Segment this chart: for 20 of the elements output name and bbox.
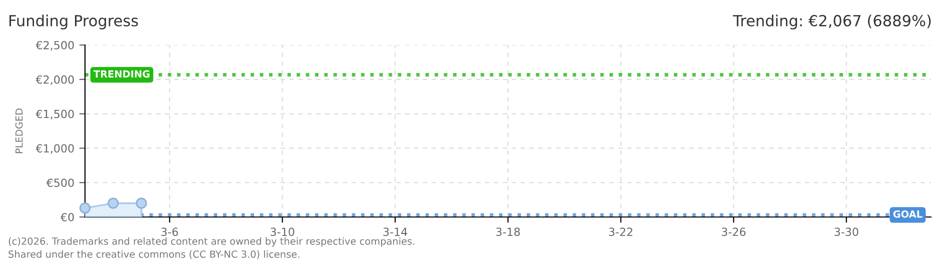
y-tick-label: €500 <box>46 178 74 187</box>
y-tick-label: €2,500 <box>36 40 74 51</box>
y-tick-label: €1,500 <box>36 110 74 120</box>
text: (c)2026. Trademarks and related content are owned by their respective companies. <box>8 237 414 247</box>
ref-line-label: TRENDING <box>94 70 150 78</box>
y-tick-label: €2,000 <box>36 75 74 85</box>
y-tick-label: €0 <box>60 212 74 222</box>
x-tick-label: 3-30 <box>834 228 858 236</box>
y-axis-title: PLEDGED <box>15 108 23 154</box>
x-tick-label: 3-6 <box>161 228 178 236</box>
x-tick-label: 3-10 <box>270 228 294 236</box>
chart-subtitle: Trending: €2,067 (6889%) <box>732 14 931 30</box>
x-tick-label: 3-18 <box>496 228 520 236</box>
x-tick-label: 3-14 <box>383 228 408 236</box>
x-tick-label: 3-22 <box>609 228 632 236</box>
text: Shared under the creative commons (CC BY-NC 3.0) license. <box>8 250 300 259</box>
y-tick-label: €1,000 <box>36 144 74 154</box>
ref-line-label: GOAL <box>893 210 922 218</box>
chart-title: Funding Progress <box>10 14 138 30</box>
x-tick-label: 3-26 <box>722 228 746 236</box>
